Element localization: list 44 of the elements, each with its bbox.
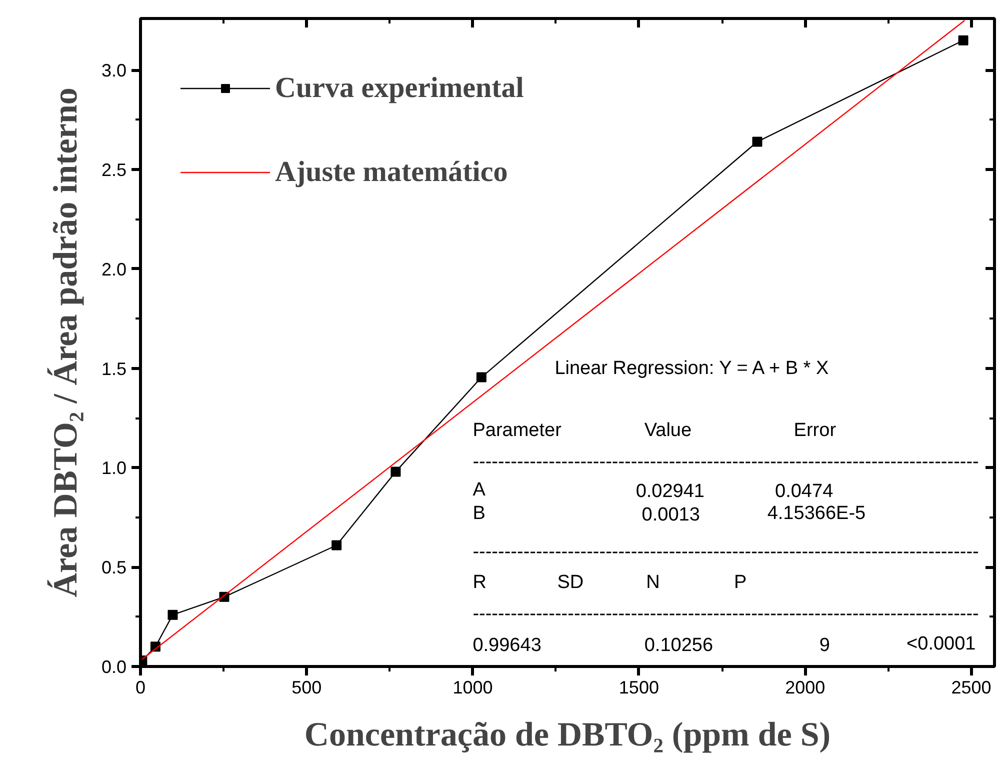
annotation: R	[472, 572, 486, 593]
x-tick-label: 2500	[951, 678, 992, 698]
point	[476, 372, 486, 382]
point	[752, 136, 762, 147]
annotation: B	[472, 503, 486, 524]
annotation: SD	[557, 572, 584, 593]
annotation: 0.0474	[775, 481, 834, 502]
y-tick-label: 0.0	[101, 657, 127, 677]
annotation: 0.02941	[636, 481, 705, 502]
annotation: 0.10256	[644, 634, 714, 656]
point	[168, 610, 178, 620]
x-tick-label: 2000	[785, 678, 826, 698]
annotation: 0.0013	[642, 504, 700, 526]
y-tick-label: 1.0	[101, 458, 127, 478]
y-tick-label: 2.0	[101, 259, 127, 280]
annotation: Value	[644, 420, 692, 442]
legend-label: Curva experimental	[275, 70, 524, 106]
annotation: 9	[819, 634, 830, 656]
point	[958, 35, 968, 46]
point	[332, 540, 342, 550]
annotation: A	[472, 480, 486, 501]
annotation: 0.99643	[472, 634, 542, 656]
annotation: 4.15366E-5	[767, 503, 866, 524]
annotation: --------------------------------------------------------------------------------	[472, 451, 979, 472]
x-tick-label: 0	[135, 678, 146, 698]
y-tick-label: 2.5	[101, 160, 127, 180]
annotation: N	[646, 572, 660, 593]
legend-label: Ajuste matemático	[275, 154, 508, 190]
x-tick-label: 500	[292, 678, 322, 698]
annotation: --------------------------------------------------------------------------------	[472, 604, 979, 625]
point	[390, 466, 401, 477]
annotation: --------------------------------------------------------------------------------	[472, 542, 979, 563]
annotation: Error	[794, 420, 837, 442]
annotation: <0.0001	[906, 633, 976, 654]
y-tick-label: 1.5	[101, 358, 127, 379]
annotation: Linear Regression: Y = A + B * X	[554, 358, 829, 379]
x-axis-title: Concentração de DBTO₂ (ppm de S)	[304, 716, 831, 754]
annotation: Parameter	[472, 420, 562, 442]
x-tick-label: 1500	[618, 678, 659, 698]
x-tick-label: 1000	[452, 678, 493, 698]
y-tick-label: 3.0	[101, 60, 127, 81]
y-axis-title: Área DBTO₂ / Área padrão interno	[46, 88, 84, 598]
annotation: P	[734, 572, 747, 593]
y-tick-label: 0.5	[101, 558, 127, 578]
